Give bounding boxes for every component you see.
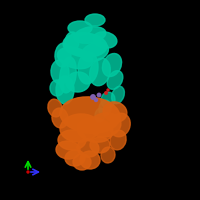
Ellipse shape xyxy=(48,99,62,117)
Point xyxy=(106,88,110,92)
Ellipse shape xyxy=(73,154,91,170)
Ellipse shape xyxy=(77,139,99,157)
Ellipse shape xyxy=(89,113,121,137)
Ellipse shape xyxy=(93,32,117,48)
Ellipse shape xyxy=(60,114,100,142)
Ellipse shape xyxy=(63,33,107,57)
Ellipse shape xyxy=(58,130,86,150)
Ellipse shape xyxy=(52,108,68,128)
Ellipse shape xyxy=(81,42,109,62)
Ellipse shape xyxy=(112,86,124,104)
Point xyxy=(94,98,98,102)
Ellipse shape xyxy=(110,130,126,150)
Ellipse shape xyxy=(95,108,105,122)
Ellipse shape xyxy=(55,43,71,67)
Ellipse shape xyxy=(65,32,79,52)
Ellipse shape xyxy=(107,71,123,89)
Ellipse shape xyxy=(50,80,64,96)
Ellipse shape xyxy=(90,137,110,153)
Ellipse shape xyxy=(66,72,90,92)
Ellipse shape xyxy=(110,113,130,137)
Ellipse shape xyxy=(56,76,74,104)
Point xyxy=(26,170,30,174)
Ellipse shape xyxy=(101,147,115,163)
Ellipse shape xyxy=(78,52,98,84)
Ellipse shape xyxy=(77,118,113,142)
Ellipse shape xyxy=(85,14,105,26)
Ellipse shape xyxy=(80,151,100,169)
Ellipse shape xyxy=(101,92,115,108)
Point xyxy=(104,91,108,95)
Ellipse shape xyxy=(68,21,92,35)
Ellipse shape xyxy=(102,53,122,77)
Point xyxy=(97,93,101,97)
Ellipse shape xyxy=(51,60,69,84)
Ellipse shape xyxy=(99,100,111,116)
Ellipse shape xyxy=(74,27,106,43)
Ellipse shape xyxy=(56,141,80,159)
Ellipse shape xyxy=(65,150,85,166)
Ellipse shape xyxy=(103,102,127,122)
Ellipse shape xyxy=(57,47,93,69)
Ellipse shape xyxy=(90,58,110,86)
Point xyxy=(91,95,95,99)
Ellipse shape xyxy=(60,57,76,93)
Ellipse shape xyxy=(60,97,120,133)
